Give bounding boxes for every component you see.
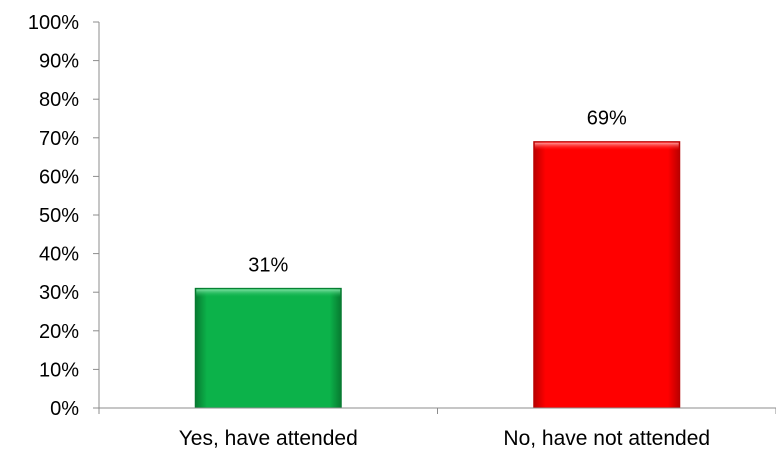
bar-highlight <box>534 142 679 151</box>
data-label-2: 69% <box>587 108 627 130</box>
y-tick-label: 20% <box>39 321 79 343</box>
x-category-label-2: No, have not attended <box>503 427 710 450</box>
data-labels-group: 31% 69% <box>248 108 627 277</box>
bar-1 <box>194 287 342 409</box>
y-tick-label: 10% <box>39 359 79 381</box>
y-axis-ticks: 0% 10% 20% 30% 40% 50% 60% 70% 80% 90% 100% <box>28 12 776 420</box>
data-label-1: 31% <box>248 254 288 276</box>
bars-group <box>194 141 681 409</box>
y-tick-label: 40% <box>39 244 79 266</box>
y-tick-label: 30% <box>39 282 79 304</box>
bar-2 <box>533 141 681 409</box>
y-tick-label: 80% <box>39 89 79 111</box>
y-tick-label: 60% <box>39 166 79 188</box>
x-category-label-1: Yes, have attended <box>179 427 358 450</box>
x-axis-labels: Yes, have attended No, have not attended <box>179 427 710 450</box>
bar-highlight <box>196 289 341 298</box>
y-tick-label: 0% <box>50 398 79 420</box>
y-tick-label: 90% <box>39 51 79 73</box>
y-tick-label: 100% <box>28 12 79 34</box>
y-tick-label: 50% <box>39 205 79 227</box>
y-tick-label: 70% <box>39 128 79 150</box>
